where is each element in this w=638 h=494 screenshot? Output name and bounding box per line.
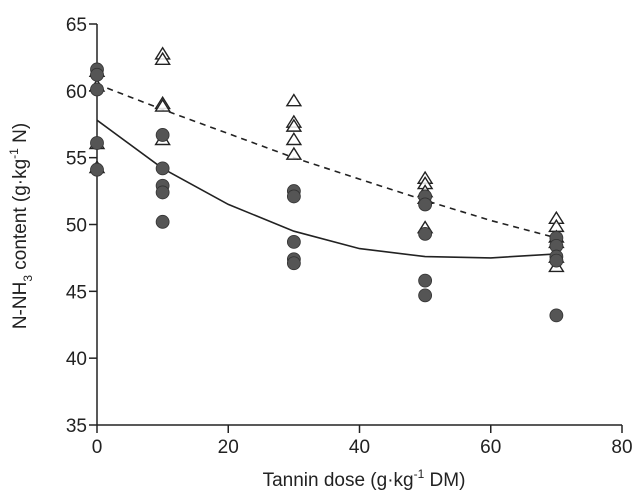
circle-point — [155, 185, 170, 200]
trend-line-dashed — [96, 83, 557, 239]
triangle-point — [285, 93, 303, 107]
circle-point — [286, 256, 301, 271]
circle-point — [418, 273, 433, 288]
circle-point — [418, 288, 433, 303]
circle-point — [90, 162, 104, 177]
y-tick-label: 35 — [66, 416, 87, 437]
circle-point — [549, 253, 564, 268]
circle-point — [155, 128, 170, 142]
x-tick-label: 40 — [349, 437, 370, 458]
x-tick-label: 20 — [218, 437, 239, 458]
trend-line-solid — [96, 119, 557, 259]
circle-point — [418, 226, 433, 241]
trend-lines — [96, 83, 557, 259]
x-tick-label: 80 — [611, 437, 632, 458]
circle-point — [90, 136, 104, 150]
y-tick-label: 60 — [66, 82, 87, 103]
axes: 35 40 45 50 55 60 65 0 20 40 60 80 — [66, 15, 633, 458]
circle-point — [418, 197, 433, 212]
triangle-point — [285, 118, 303, 132]
circle-point — [90, 67, 104, 82]
triangle-point — [285, 146, 303, 160]
data-points — [88, 46, 565, 323]
x-axis-title: Tannin dose (g·kg-1 DM) — [263, 467, 466, 491]
circle-point — [549, 308, 564, 323]
circle-point — [155, 161, 170, 176]
triangle-point — [154, 51, 171, 65]
triangle-point — [285, 131, 303, 146]
x-tick-label: 0 — [92, 437, 103, 458]
circle-point — [90, 82, 104, 97]
y-axis-title: N-NH3 content (g·kg-1 N) — [7, 123, 35, 329]
circle-point — [155, 214, 170, 229]
y-tick-label: 40 — [66, 349, 87, 370]
triangle-point — [154, 98, 171, 112]
y-tick-label: 65 — [66, 15, 87, 36]
circle-point — [286, 189, 301, 204]
circle-point — [286, 234, 301, 249]
y-tick-label: 55 — [66, 149, 87, 170]
y-tick-label: 50 — [66, 216, 87, 237]
y-tick-label: 45 — [66, 282, 87, 303]
x-tick-label: 60 — [480, 437, 501, 458]
